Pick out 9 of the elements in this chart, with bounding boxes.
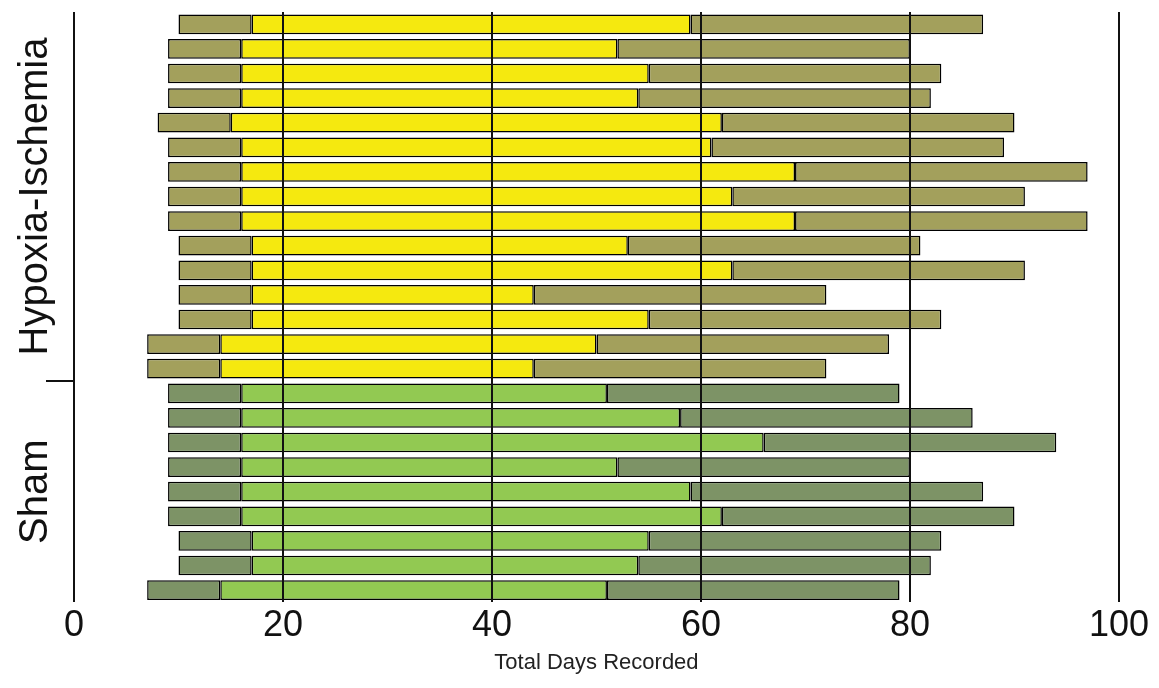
x-tick-label: 20 bbox=[262, 602, 304, 644]
x-tick-label: 100 bbox=[1088, 602, 1150, 644]
x-axis-title: Total Days Recorded bbox=[494, 648, 699, 674]
text: Sham bbox=[11, 439, 56, 544]
x-tick-label: 40 bbox=[471, 602, 513, 644]
x-tick-label: 80 bbox=[889, 602, 930, 644]
text: Hypoxia-Ischemia bbox=[11, 36, 56, 356]
x-tick-label: 0 bbox=[63, 602, 85, 644]
x-tick-label: 60 bbox=[680, 602, 721, 644]
